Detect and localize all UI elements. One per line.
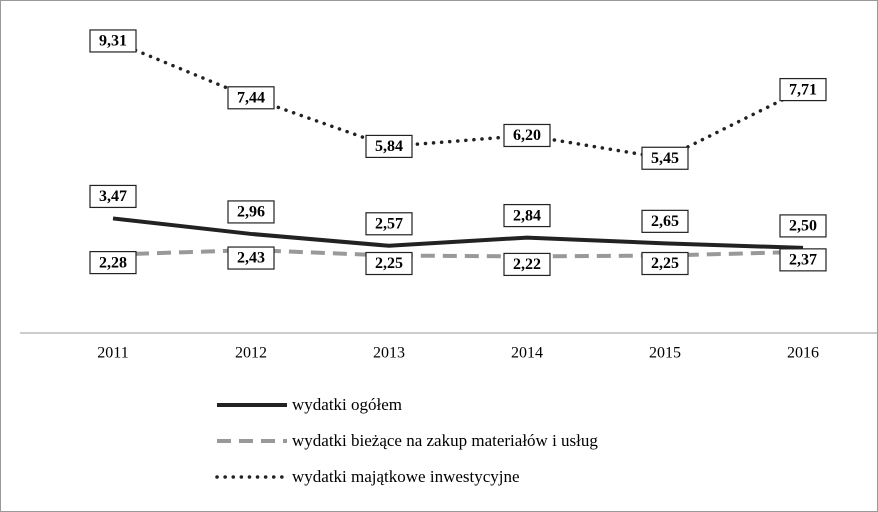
data-label-box: [365, 251, 413, 276]
data-label-text: 7,71: [789, 81, 817, 98]
data-label-text: 2,22: [513, 256, 541, 273]
data-label: 5,84: [365, 134, 413, 159]
data-label-text: 2,84: [513, 207, 541, 224]
data-label: 2,22: [503, 252, 551, 277]
series-line: [112, 216, 804, 250]
x-tick-label: 2011: [97, 345, 128, 362]
data-label: 2,37: [779, 248, 827, 272]
data-label-box: [641, 209, 689, 233]
data-label: 2,57: [365, 212, 413, 236]
data-label-box: [365, 134, 413, 159]
data-label: 2,25: [641, 251, 689, 276]
data-label-text: 7,44: [237, 89, 265, 106]
data-label-text: 2,96: [237, 204, 265, 221]
data-label-text: 2,57: [375, 215, 403, 232]
data-label-text: 2,65: [651, 213, 679, 230]
data-label-text: 6,20: [513, 127, 541, 144]
data-label-box: [503, 252, 551, 277]
data-label-box: [365, 212, 413, 236]
data-label: 9,31: [89, 29, 137, 53]
data-label-text: 9,31: [99, 33, 127, 50]
data-label: 2,28: [89, 250, 137, 275]
data-label: 7,71: [779, 77, 827, 102]
data-label-box: [641, 146, 689, 170]
data-label-box: [89, 29, 137, 53]
data-label-text: 2,25: [375, 255, 403, 272]
data-label: 3,47: [89, 184, 137, 209]
data-label: 2,96: [227, 200, 275, 224]
data-label: 2,50: [779, 214, 827, 238]
data-label-text: 3,47: [99, 188, 127, 205]
data-label-text: 2,25: [651, 255, 679, 272]
x-tick-label: 2013: [373, 345, 405, 362]
data-label-box: [227, 246, 275, 270]
data-label-box: [641, 251, 689, 276]
data-label-box: [89, 250, 137, 275]
data-label-box: [779, 248, 827, 272]
data-label: 2,43: [227, 246, 275, 270]
data-label: 5,45: [641, 146, 689, 170]
data-label-text: 2,50: [789, 218, 817, 235]
data-label-text: 2,28: [99, 254, 127, 271]
data-label: 7,44: [227, 86, 275, 110]
data-label-box: [89, 184, 137, 209]
data-label-text: 2,37: [789, 252, 817, 269]
data-label-text: 5,84: [375, 138, 403, 155]
legend-label: wydatki bieżące na zakup materiałów i us…: [292, 431, 598, 450]
data-label-box: [227, 86, 275, 110]
x-tick-label: 2016: [787, 345, 819, 362]
x-tick-label: 2014: [511, 345, 543, 362]
data-label-box: [779, 214, 827, 238]
x-tick-label: 2015: [649, 345, 681, 362]
data-label-box: [227, 200, 275, 224]
data-label: 2,65: [641, 209, 689, 233]
data-label: 2,84: [503, 203, 551, 228]
data-label-box: [503, 203, 551, 228]
legend-label: wydatki ogółem: [292, 395, 402, 414]
x-tick-label: 2012: [235, 345, 267, 362]
data-label: 2,25: [365, 251, 413, 276]
legend-label: wydatki majątkowe inwestycyjne: [292, 467, 520, 486]
data-label-box: [503, 123, 551, 148]
data-label-box: [779, 77, 827, 102]
data-label: 6,20: [503, 123, 551, 148]
data-label-text: 5,45: [651, 150, 679, 167]
data-label-text: 2,43: [237, 250, 265, 267]
